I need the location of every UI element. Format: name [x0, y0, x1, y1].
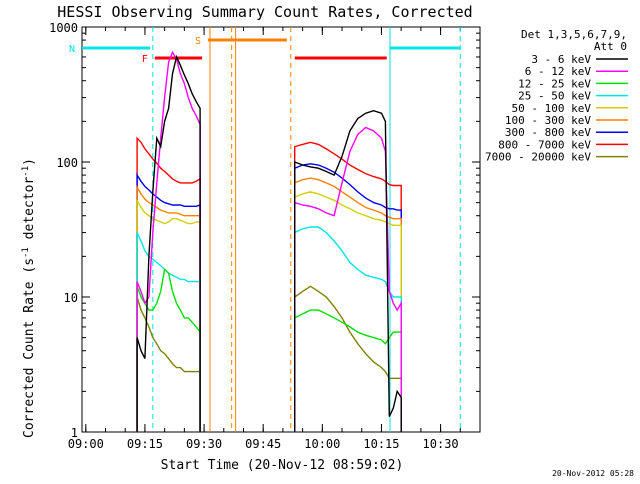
legend-label: 100 - 300 keV: [505, 114, 591, 127]
y-axis-title: Corrected Count Rate (s-1 detector-1): [21, 158, 37, 438]
x-tick-label: 09:30: [186, 437, 222, 451]
series-line: [136, 296, 201, 432]
series-line: [294, 126, 402, 432]
x-tick-label: 09:15: [127, 437, 163, 451]
legend-label: 3 - 6 keV: [531, 53, 591, 66]
series-line: [294, 309, 402, 432]
y-axis-label-part: ): [22, 158, 37, 166]
series-line: [136, 184, 201, 432]
legend-label: 6 - 12 keV: [525, 65, 592, 78]
legend-title-line-2: Att 0: [594, 40, 627, 53]
series-line: [294, 226, 402, 432]
y-tick-label: 1: [71, 426, 78, 440]
flag-label-N: N: [69, 44, 75, 55]
x-tick-label: 10:15: [363, 437, 399, 451]
series-line: [294, 177, 402, 432]
legend-label: 50 - 100 keV: [512, 102, 592, 115]
flag-label-F: F: [142, 54, 148, 65]
x-tick-label: 09:45: [245, 437, 281, 451]
y-axis-label-part: Corrected Count Rate (s: [22, 258, 37, 438]
x-axis-title: Start Time (20-Nov-12 08:59:02): [161, 458, 404, 473]
series-line: [136, 54, 201, 432]
y-tick-label: 100: [56, 156, 78, 170]
series-line: [136, 199, 201, 432]
x-tick-label: 10:00: [304, 437, 340, 451]
plot-frame: [81, 26, 481, 433]
series-line: [136, 172, 201, 432]
y-tick-label: 10: [64, 291, 78, 305]
series-line: [136, 50, 201, 432]
plot-area: 1 10 100 1000 09:00 09:15 09:30 09:45 10:00 10:15…: [49, 21, 481, 451]
legend-label: 25 - 50 keV: [518, 90, 591, 103]
series-line: [294, 141, 402, 432]
y-axis-label: Corrected Count Rate (s-1 detector-1): [21, 158, 37, 438]
chart-title: HESSI Observing Summary Count Rates, Cor…: [57, 3, 472, 21]
y-axis-label-exponent: -1: [21, 166, 31, 177]
timestamp: 20-Nov-2012 05:28: [552, 469, 634, 478]
legend-title-line-1: Det 1,3,5,6,7,9,: [521, 28, 627, 41]
series-line: [294, 285, 402, 432]
legend-label: 7000 - 20000 keV: [485, 151, 591, 164]
flag-label-S: S: [195, 36, 201, 47]
y-axis-label-exponent: -1: [21, 247, 31, 258]
legend-label: 300 - 800 keV: [505, 126, 591, 139]
x-tick-label: 10:30: [423, 437, 459, 451]
series-line: [294, 163, 402, 432]
y-tick-label: 1000: [49, 21, 78, 35]
series-line: [136, 267, 201, 432]
x-tick-label: 09:00: [68, 437, 104, 451]
series-line: [136, 136, 201, 432]
series-line: [294, 191, 402, 432]
legend-label: 800 - 7000 keV: [498, 138, 591, 151]
legend-label: 12 - 25 keV: [518, 77, 591, 90]
y-axis-label-part: detector: [22, 177, 37, 248]
series-line: [294, 109, 402, 432]
